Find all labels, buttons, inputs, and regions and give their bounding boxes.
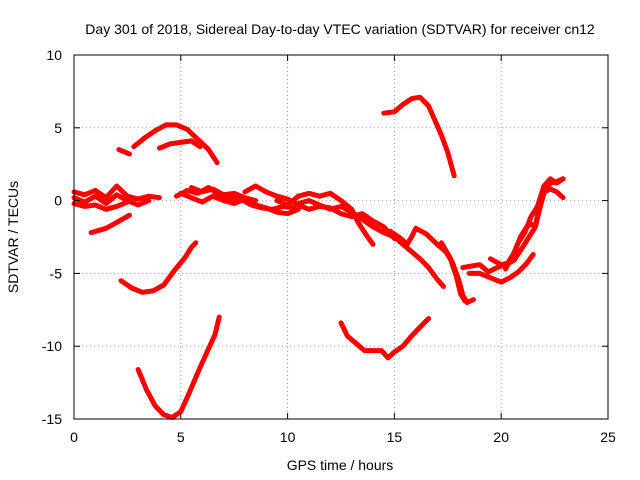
- series-arc-l: [189, 185, 259, 204]
- x-tick-label: 15: [387, 429, 403, 445]
- series-arc-s: [438, 240, 468, 304]
- x-tick-label: 0: [70, 429, 78, 445]
- series-layer: [71, 94, 566, 420]
- y-tick-label: -15: [42, 411, 62, 427]
- series-arc-b: [71, 192, 152, 208]
- series-arc-f: [118, 240, 199, 295]
- series-arc-n: [274, 190, 376, 247]
- x-axis-label: GPS time / hours: [287, 457, 394, 473]
- y-tick-label: 0: [54, 193, 62, 209]
- series-arc-u: [466, 252, 536, 285]
- chart-title: Day 301 of 2018, Sidereal Day-to-day VTE…: [85, 21, 595, 37]
- y-tick-label: -10: [42, 338, 62, 354]
- y-tick-label: 5: [54, 120, 62, 136]
- y-tick-label: 10: [46, 47, 62, 63]
- series-arc-i: [156, 138, 203, 151]
- series-arc-h: [131, 122, 220, 166]
- series-arc-o: [295, 198, 446, 289]
- series-arc-a: [71, 183, 162, 202]
- y-axis-label: SDTVAR / TECUs: [5, 181, 21, 293]
- series-arc-d: [88, 212, 132, 236]
- series-arc-t: [460, 176, 566, 275]
- x-tick-label: 25: [600, 429, 616, 445]
- series-arc-p: [338, 316, 432, 361]
- x-tick-label: 5: [177, 429, 185, 445]
- plot-frame: [73, 54, 609, 420]
- series-arc-g: [135, 314, 222, 420]
- tick-layer: 0 5 10 15 20 25 -15 -10 -5 0 5 10: [42, 47, 616, 445]
- x-tick-label: 20: [493, 429, 509, 445]
- y-tick-label: -5: [50, 265, 63, 281]
- x-tick-label: 10: [280, 429, 296, 445]
- series-arc-e: [116, 147, 132, 157]
- series-arc-q: [381, 94, 457, 179]
- series-arc-c: [71, 199, 130, 212]
- series-arc-w: [503, 176, 566, 272]
- series-arc-k: [178, 190, 301, 217]
